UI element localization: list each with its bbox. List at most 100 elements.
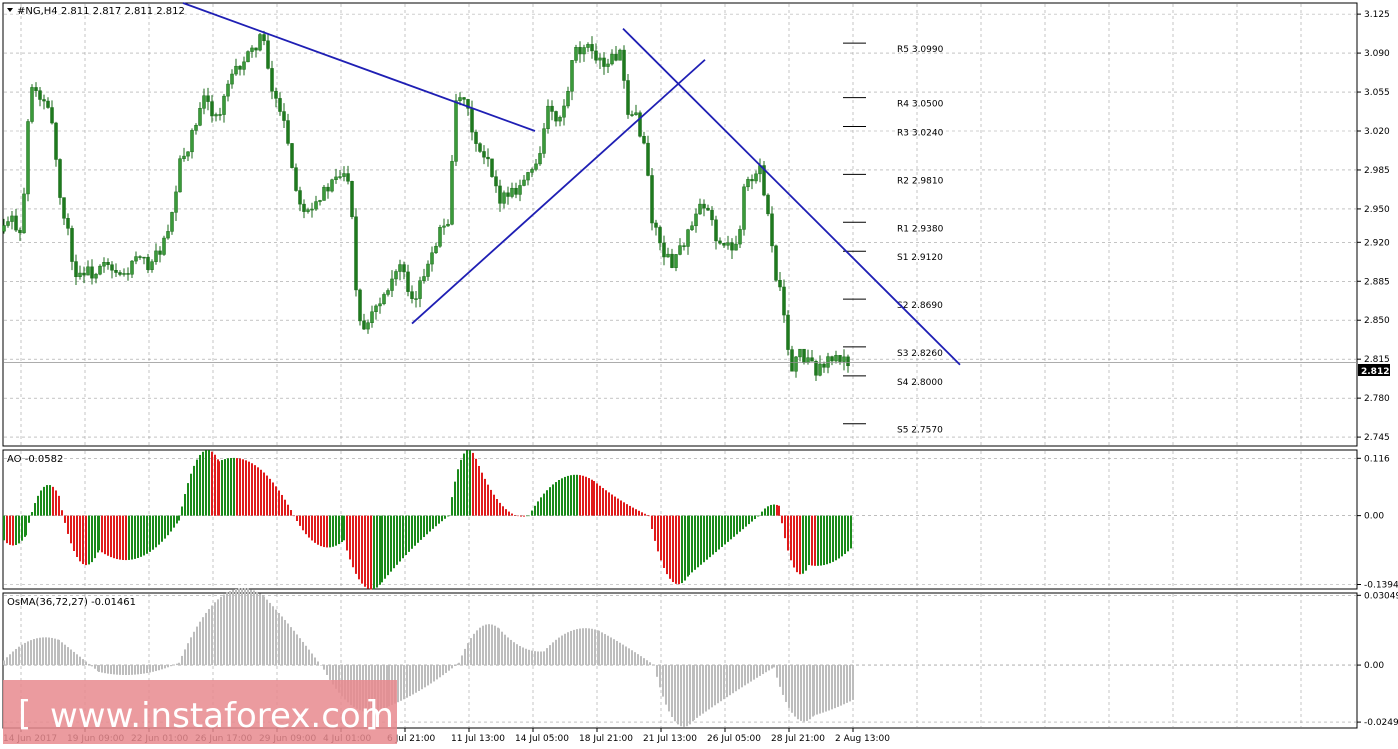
osma-bar [193, 631, 195, 666]
osma-bar [501, 631, 503, 666]
ao-bar [164, 515, 166, 539]
ao-bar [543, 493, 545, 516]
osma-bar [765, 665, 767, 673]
candle-body [634, 112, 638, 115]
osma-bar [720, 665, 722, 702]
ao-bar [593, 481, 595, 516]
main-y-tick-label: 2.920 [1364, 238, 1390, 248]
osma-bar [178, 662, 180, 666]
ao-bar [499, 502, 501, 516]
trendline-descending-resistance-1 [182, 2, 536, 132]
candle-body [278, 98, 282, 112]
osma-bar [519, 645, 521, 666]
candle-body [58, 159, 62, 198]
ao-bar [761, 511, 763, 516]
osma-bar [797, 665, 799, 720]
osma-bar [329, 665, 331, 680]
osma-bar [293, 630, 295, 666]
candle-body [806, 357, 810, 363]
candle-body [714, 219, 718, 242]
candle-body [298, 190, 302, 205]
candle-body [286, 120, 290, 144]
candle-body [570, 60, 574, 92]
osma-bar [773, 665, 775, 668]
osma-bar [91, 665, 93, 667]
candle-body [266, 40, 270, 69]
ao-bar [644, 513, 646, 516]
candle-body [138, 256, 142, 258]
ao-bar [641, 512, 643, 516]
osma-bar [714, 665, 716, 706]
ao-bar [79, 515, 81, 562]
osma-bar [54, 638, 56, 666]
ao-y-tick-label: 0.00 [1364, 512, 1384, 522]
osma-bar [278, 613, 280, 666]
osma-bar [140, 665, 142, 674]
ao-bar [414, 515, 416, 546]
candle-body [522, 179, 526, 186]
osma-bar [643, 658, 645, 666]
x-tick-label: 21 Jul 13:00 [643, 734, 697, 744]
candle-body [246, 51, 250, 63]
candle-body [270, 68, 274, 92]
ao-bar [167, 515, 169, 536]
ao-bar [472, 452, 474, 516]
ao-bar [526, 515, 528, 517]
candle-body [610, 53, 614, 65]
osma-bar [217, 599, 219, 666]
ao-bar [596, 483, 598, 516]
candle-body [102, 262, 106, 267]
ao-bar [218, 461, 220, 516]
ao-bar [302, 515, 304, 531]
osma-bar [418, 665, 420, 691]
osma-bar [537, 651, 539, 666]
osma-bar [442, 665, 444, 676]
candle-body [790, 349, 794, 372]
osma-bar [504, 634, 506, 666]
main-y-tick-label: 3.055 [1364, 88, 1390, 98]
candle-body [122, 273, 126, 275]
ao-bar [754, 515, 756, 520]
ao-bar [58, 495, 60, 516]
osma-bar [158, 665, 160, 671]
osma-bar [335, 665, 337, 689]
candle-body [458, 97, 462, 101]
osma-bar [397, 665, 399, 703]
osma-bar [232, 589, 234, 666]
ao-bar [651, 515, 653, 529]
osma-bar [85, 661, 87, 666]
ao-bar [396, 515, 398, 565]
candle-body [442, 225, 446, 228]
osma-y-tick-label: -0.02492 [1364, 718, 1398, 728]
ao-bar [143, 515, 145, 556]
candle-body [226, 83, 230, 97]
osma-bar [564, 633, 566, 666]
osma-bar [311, 653, 313, 666]
candle-body [498, 185, 502, 204]
dropdown-triangle-icon[interactable] [7, 8, 13, 12]
candle-body [26, 121, 30, 195]
candle-body [362, 320, 366, 330]
osma-bar [671, 665, 673, 717]
osma-bar [36, 638, 38, 666]
osma-bar [762, 665, 764, 675]
osma-bar [637, 654, 639, 666]
candle-body [474, 131, 478, 144]
ao-bar [435, 515, 437, 527]
candle-body [722, 243, 726, 246]
pivot-level-label: S4 2.8000 [897, 378, 943, 388]
candle-body [310, 208, 314, 211]
ao-bar [236, 458, 238, 516]
candle-body [810, 357, 814, 362]
osma-bar [806, 665, 808, 721]
ao-bar [648, 515, 650, 517]
osma-bar [470, 638, 472, 666]
ao-bar [582, 475, 584, 516]
ao-bar [623, 502, 625, 516]
candle-body [186, 151, 190, 157]
osma-bar [73, 651, 75, 666]
osma-bar [296, 634, 298, 666]
osma-bar [561, 635, 563, 666]
candle-body [478, 143, 482, 152]
osma-bar [588, 628, 590, 666]
